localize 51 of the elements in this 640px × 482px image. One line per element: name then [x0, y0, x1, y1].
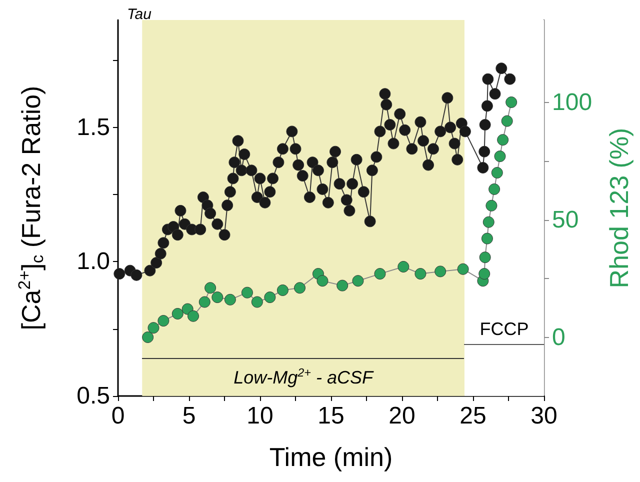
- point: [482, 216, 494, 228]
- point: [374, 268, 386, 280]
- point: [457, 263, 469, 275]
- x-tick-label: 5: [182, 402, 196, 430]
- point: [479, 252, 491, 264]
- point: [198, 296, 210, 308]
- point: [506, 96, 518, 108]
- x-tick-label: 25: [460, 402, 486, 430]
- point: [316, 275, 328, 287]
- point: [488, 183, 500, 195]
- y2-tick-label: 100: [552, 88, 592, 116]
- point: [486, 200, 498, 212]
- point: [494, 150, 506, 162]
- point: [481, 232, 493, 244]
- y2-axis-title: Rhod 123 (%): [604, 128, 634, 288]
- point: [142, 332, 154, 343]
- point: [398, 261, 410, 272]
- point: [478, 268, 490, 280]
- y2-tick-label: 0: [552, 324, 566, 351]
- chart-title: Tau: [127, 6, 152, 23]
- y2-tick-label: 50: [552, 206, 579, 234]
- point: [251, 296, 263, 308]
- point: [276, 284, 288, 296]
- x-tick-label: 15: [318, 402, 344, 430]
- x-tick-label: 0: [111, 402, 125, 430]
- point: [491, 167, 503, 178]
- x-tick-label: 10: [246, 402, 274, 430]
- point: [501, 115, 513, 127]
- point: [158, 315, 170, 327]
- point: [434, 266, 446, 278]
- point: [204, 282, 216, 294]
- point: [188, 310, 200, 322]
- band-label: FCCP: [480, 319, 529, 339]
- point: [224, 294, 236, 306]
- point: [414, 268, 426, 280]
- point: [497, 134, 509, 146]
- point: [212, 292, 224, 304]
- point: [352, 275, 364, 287]
- y-tick-label: 1.5: [76, 114, 110, 141]
- point: [336, 280, 348, 292]
- x-tick-label: 30: [530, 402, 558, 430]
- point: [172, 308, 184, 320]
- y-tick-label: 1.0: [76, 248, 110, 276]
- point: [241, 286, 253, 298]
- point: [148, 322, 160, 334]
- y-tick-label: 0.5: [76, 382, 110, 410]
- x-axis-title: Time (min): [269, 442, 393, 472]
- y-axis-title: [Ca2+]c (Fura-2 Ratio): [15, 86, 47, 330]
- point: [264, 292, 276, 304]
- x-tick-label: 20: [388, 402, 416, 430]
- point: [294, 282, 306, 294]
